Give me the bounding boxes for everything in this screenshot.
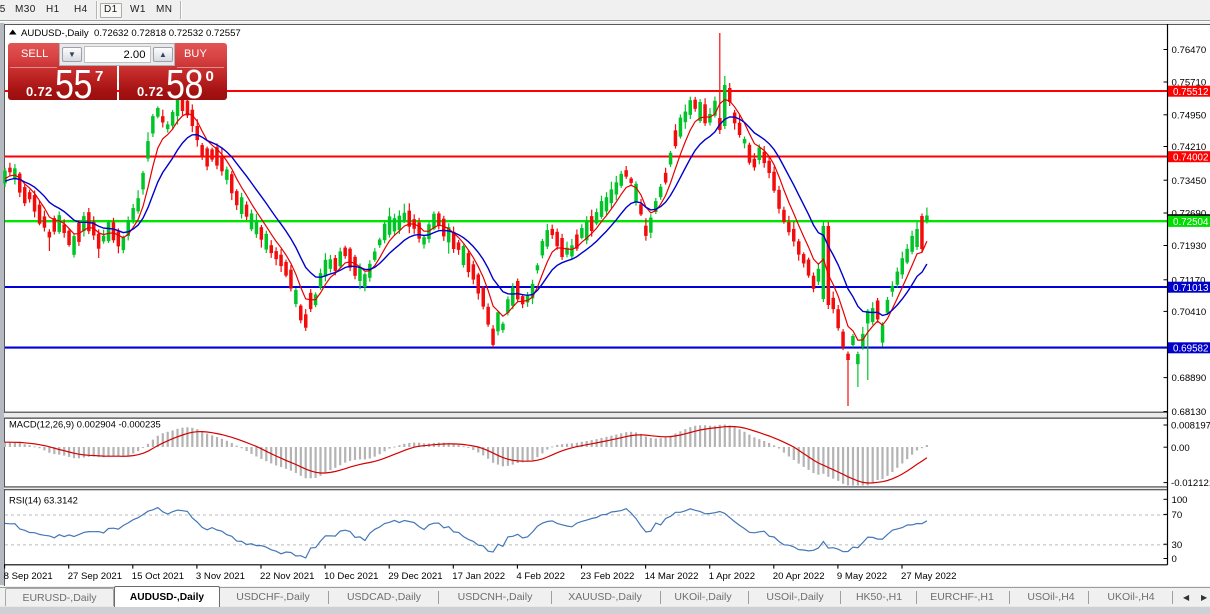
svg-text:3 Nov 2021: 3 Nov 2021 [196, 571, 245, 582]
svg-text:0.69582: 0.69582 [1173, 344, 1208, 355]
svg-text:0.74950: 0.74950 [1172, 110, 1207, 121]
svg-text:8 Sep 2021: 8 Sep 2021 [4, 571, 53, 582]
svg-text:30: 30 [1172, 540, 1183, 551]
svg-text:0.75512: 0.75512 [1173, 87, 1208, 98]
svg-text:27 May 2022: 27 May 2022 [901, 571, 956, 582]
svg-text:0.75710: 0.75710 [1172, 78, 1207, 89]
svg-text:0.74210: 0.74210 [1172, 142, 1207, 153]
svg-text:MACD(12,26,9) 0.002904 -0.0002: MACD(12,26,9) 0.002904 -0.000235 [9, 419, 161, 430]
svg-text:0.71930: 0.71930 [1172, 241, 1207, 252]
svg-text:0.71013: 0.71013 [1173, 283, 1209, 294]
svg-text:0.73450: 0.73450 [1172, 176, 1207, 187]
svg-text:RSI(14) 63.3142: RSI(14) 63.3142 [9, 495, 78, 506]
svg-text:0: 0 [1172, 554, 1177, 565]
svg-text:9 May 2022: 9 May 2022 [837, 571, 887, 582]
svg-text:70: 70 [1172, 510, 1183, 521]
svg-text:20 Apr 2022: 20 Apr 2022 [773, 571, 825, 582]
svg-text:4 Feb 2022: 4 Feb 2022 [516, 571, 565, 582]
svg-text:27 Sep 2021: 27 Sep 2021 [68, 571, 122, 582]
svg-text:AUDUSD-,Daily 0.72632 0.72818: AUDUSD-,Daily 0.72632 0.72818 0.72532 0.… [21, 28, 241, 39]
svg-text:22 Nov 2021: 22 Nov 2021 [260, 571, 314, 582]
svg-text:0.74002: 0.74002 [1173, 152, 1208, 163]
svg-text:15 Oct 2021: 15 Oct 2021 [132, 571, 184, 582]
svg-text:-0.012121: -0.012121 [1171, 478, 1210, 489]
svg-text:0.71170: 0.71170 [1172, 275, 1206, 286]
svg-text:0.76470: 0.76470 [1172, 45, 1207, 56]
svg-text:0.70410: 0.70410 [1172, 307, 1207, 318]
svg-text:17 Jan 2022: 17 Jan 2022 [452, 571, 505, 582]
svg-text:10 Dec 2021: 10 Dec 2021 [324, 571, 378, 582]
svg-text:0.008197: 0.008197 [1171, 421, 1210, 432]
svg-text:100: 100 [1172, 495, 1188, 506]
svg-text:14 Mar 2022: 14 Mar 2022 [645, 571, 699, 582]
svg-text:0.00: 0.00 [1171, 443, 1190, 454]
svg-text:0.68130: 0.68130 [1172, 407, 1207, 418]
svg-text:1 Apr 2022: 1 Apr 2022 [709, 571, 755, 582]
svg-text:29 Dec 2021: 29 Dec 2021 [388, 571, 442, 582]
svg-text:0.72690: 0.72690 [1172, 209, 1207, 220]
svg-text:23 Feb 2022: 23 Feb 2022 [581, 571, 635, 582]
svg-text:0.72504: 0.72504 [1173, 217, 1209, 228]
svg-text:0.68890: 0.68890 [1172, 373, 1207, 384]
